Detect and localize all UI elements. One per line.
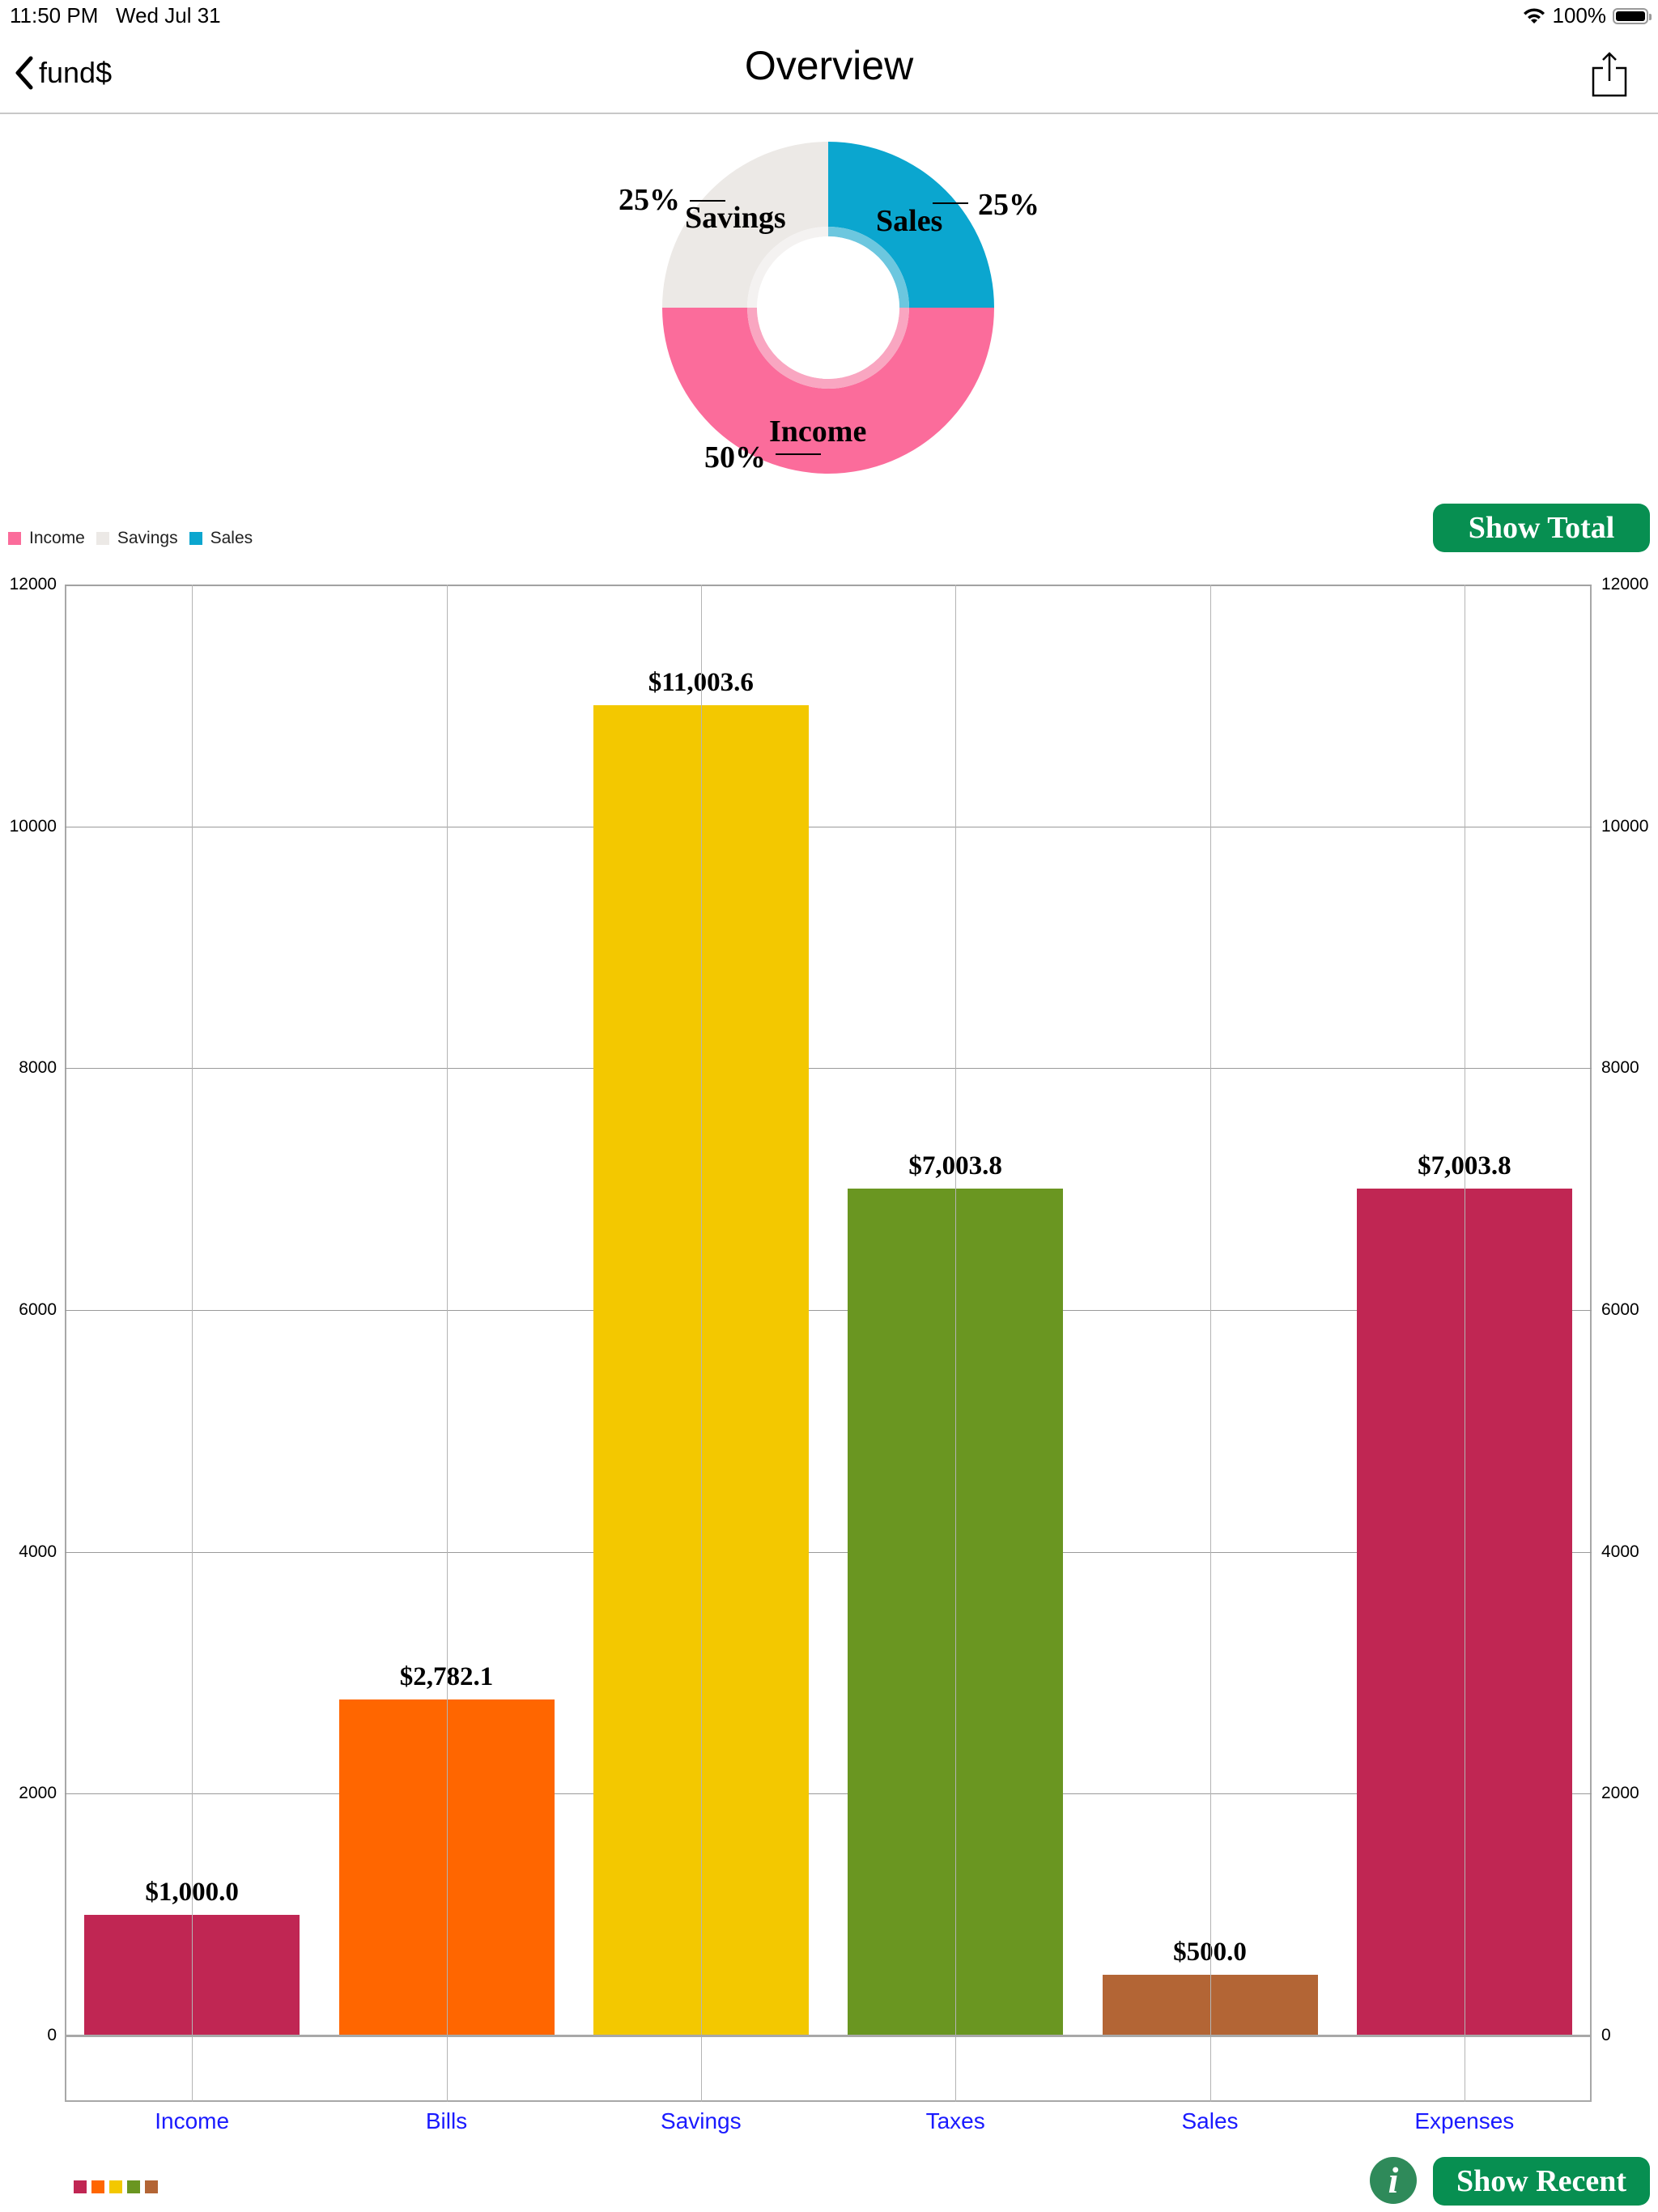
color-swatch bbox=[74, 2180, 87, 2193]
legend-label: Savings bbox=[117, 529, 178, 547]
y-tick-left: 4000 bbox=[19, 1542, 57, 1561]
back-label: fund$ bbox=[39, 56, 113, 89]
donut-label-income: Income bbox=[769, 415, 867, 449]
status-indicators: 100% bbox=[1522, 3, 1652, 28]
gridline-vertical bbox=[701, 585, 702, 2102]
legend-item-sales[interactable]: Sales bbox=[189, 529, 253, 548]
color-swatch bbox=[145, 2180, 158, 2193]
legend-item-savings[interactable]: Savings bbox=[96, 529, 178, 548]
gridline-vertical bbox=[955, 585, 956, 2102]
bar-value-label: $500.0 bbox=[1173, 1938, 1247, 1967]
bar-value-label: $2,782.1 bbox=[399, 1661, 494, 1691]
plot-area bbox=[65, 585, 1592, 2102]
y-tick-left: 12000 bbox=[9, 575, 57, 593]
color-swatch bbox=[109, 2180, 122, 2193]
gridline-horizontal bbox=[65, 1551, 1592, 1553]
y-tick-left: 8000 bbox=[19, 1058, 57, 1078]
legend-label: Sales bbox=[210, 529, 253, 547]
chevron-left-icon bbox=[15, 56, 33, 90]
gridline-vertical bbox=[192, 585, 193, 2102]
legend-item-income[interactable]: Income bbox=[8, 529, 85, 548]
y-tick-right: 0 bbox=[1601, 2026, 1611, 2044]
donut-pct-income: 50% bbox=[704, 440, 766, 474]
bar-expenses[interactable] bbox=[1356, 1189, 1572, 2035]
donut-label-savings: Savings bbox=[685, 201, 786, 235]
legend-label: Income bbox=[29, 529, 85, 547]
y-tick-left: 0 bbox=[47, 2026, 57, 2044]
status-clock: 11:50 PM bbox=[10, 3, 99, 28]
donut-pct-sales: 25% bbox=[978, 188, 1039, 222]
donut-chart: 25% Savings Sales 25% Income 50% bbox=[619, 142, 1039, 474]
page-title: Overview bbox=[744, 43, 914, 88]
y-tick-right: 4000 bbox=[1601, 1542, 1639, 1561]
x-axis-label-expenses[interactable]: Expenses bbox=[1414, 2108, 1515, 2133]
donut-label-sales: Sales bbox=[876, 204, 943, 238]
donut-slice-sales[interactable] bbox=[828, 142, 994, 308]
info-icon: i bbox=[1388, 2159, 1399, 2201]
color-swatch bbox=[127, 2180, 140, 2193]
bar-savings[interactable] bbox=[593, 704, 809, 2035]
leader-line-income bbox=[776, 453, 821, 455]
wifi-icon bbox=[1523, 7, 1545, 23]
y-tick-left: 6000 bbox=[19, 1300, 57, 1319]
bar-value-label: $7,003.8 bbox=[1418, 1151, 1511, 1181]
navigation-bar: fund$ Overview bbox=[0, 32, 1658, 114]
y-tick-right: 6000 bbox=[1601, 1300, 1639, 1319]
color-swatch bbox=[91, 2180, 104, 2193]
legend-swatch-savings bbox=[96, 532, 109, 545]
x-axis-label-bills[interactable]: Bills bbox=[425, 2108, 468, 2133]
show-total-button[interactable]: Show Total bbox=[1433, 504, 1650, 552]
donut-chart-graphic bbox=[662, 142, 994, 474]
donut-slice-income[interactable] bbox=[662, 308, 994, 474]
x-axis-label-income[interactable]: Income bbox=[155, 2108, 230, 2133]
x-axis-baseline bbox=[65, 2035, 1592, 2037]
donut-slice-savings[interactable] bbox=[662, 142, 828, 308]
share-icon[interactable] bbox=[1590, 50, 1629, 99]
leader-line-sales bbox=[933, 202, 968, 204]
gridline-horizontal bbox=[65, 1068, 1592, 1070]
x-axis-label-sales[interactable]: Sales bbox=[1181, 2108, 1239, 2133]
x-axis-label-taxes[interactable]: Taxes bbox=[925, 2108, 985, 2133]
gridline-vertical bbox=[447, 585, 448, 2102]
donut-pct-savings: 25% bbox=[619, 183, 680, 217]
x-axis-label-savings[interactable]: Savings bbox=[661, 2108, 742, 2133]
y-tick-right: 10000 bbox=[1601, 816, 1649, 836]
show-recent-button[interactable]: Show Recent bbox=[1433, 2157, 1650, 2206]
y-tick-right: 8000 bbox=[1601, 1058, 1639, 1078]
legend-swatch-sales bbox=[189, 532, 202, 545]
gridline-horizontal bbox=[65, 1793, 1592, 1795]
color-swatch-strip bbox=[74, 2180, 158, 2193]
gridline-vertical bbox=[1210, 585, 1211, 2102]
info-button[interactable]: i bbox=[1370, 2157, 1417, 2204]
bar-bills[interactable] bbox=[338, 1699, 555, 2035]
gridline-horizontal bbox=[65, 1310, 1592, 1311]
back-button[interactable]: fund$ bbox=[15, 55, 112, 91]
legend-swatch-income bbox=[8, 532, 21, 545]
bar-value-label: $11,003.6 bbox=[648, 667, 754, 697]
status-time: 11:50 PM Wed Jul 31 bbox=[10, 3, 221, 28]
leader-line-savings bbox=[690, 200, 725, 202]
bar-sales[interactable] bbox=[1102, 1975, 1318, 2035]
battery-icon bbox=[1613, 7, 1652, 24]
y-tick-right: 2000 bbox=[1601, 1784, 1639, 1803]
y-tick-left: 10000 bbox=[9, 816, 57, 836]
y-tick-right: 12000 bbox=[1601, 575, 1649, 593]
y-tick-left: 2000 bbox=[19, 1784, 57, 1803]
battery-percent: 100% bbox=[1552, 3, 1607, 28]
status-date: Wed Jul 31 bbox=[116, 3, 221, 28]
donut-legend: Income Savings Sales bbox=[8, 529, 264, 548]
